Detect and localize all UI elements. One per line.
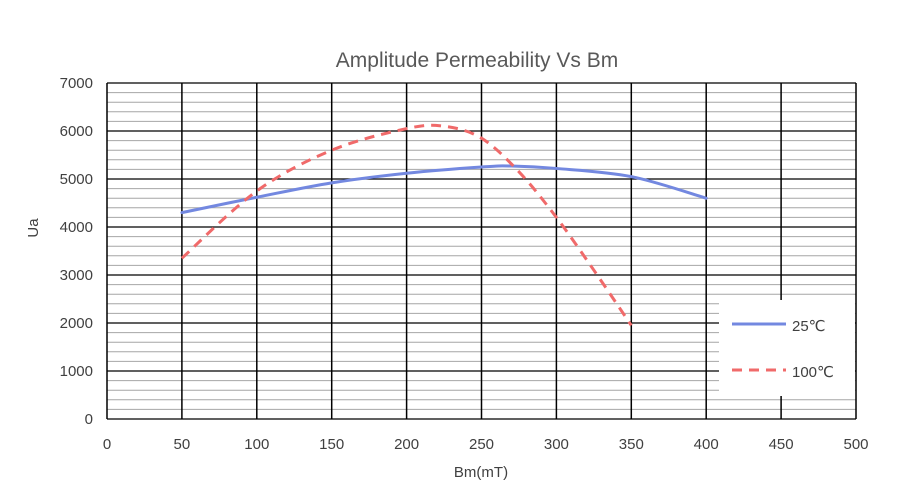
x-tick-label: 100 [244, 436, 269, 453]
y-tick-label: 1000 [60, 363, 93, 380]
y-tick-label: 5000 [60, 171, 93, 188]
x-tick-label: 150 [319, 436, 344, 453]
y-tick-label: 6000 [60, 123, 93, 140]
series-layer [180, 123, 708, 327]
y-tick-label: 3000 [60, 267, 93, 284]
x-axis-label: Bm(mT) [454, 464, 508, 481]
x-tick-label: 0 [103, 436, 111, 453]
legend-label: 25℃ [792, 318, 826, 335]
x-tick-label: 500 [843, 436, 868, 453]
x-tick-label: 450 [769, 436, 794, 453]
x-tick-label: 400 [694, 436, 719, 453]
chart-title: Amplitude Permeability Vs Bm [336, 49, 618, 72]
legend-label: 100℃ [792, 364, 834, 381]
y-tick-label: 0 [85, 411, 93, 428]
x-tick-label: 250 [469, 436, 494, 453]
legend-box [719, 300, 855, 396]
y-tick-label: 7000 [60, 75, 93, 92]
y-tick-label: 2000 [60, 315, 93, 332]
major-gridlines [106, 82, 857, 420]
x-tick-label: 200 [394, 436, 419, 453]
x-tick-label: 50 [174, 436, 191, 453]
x-tick-labels: 0 50 100 150 200 250 300 350 400 450 500 [103, 436, 869, 453]
x-tick-label: 350 [619, 436, 644, 453]
series-line-2 [180, 123, 633, 327]
y-tick-labels: 0 1000 2000 3000 4000 5000 6000 7000 [60, 75, 93, 428]
legend: 25℃ 100℃ [719, 300, 855, 396]
series-line-1 [180, 164, 708, 215]
x-tick-label: 300 [544, 436, 569, 453]
y-tick-label: 4000 [60, 219, 93, 236]
y-axis-label: Ua [25, 218, 42, 238]
